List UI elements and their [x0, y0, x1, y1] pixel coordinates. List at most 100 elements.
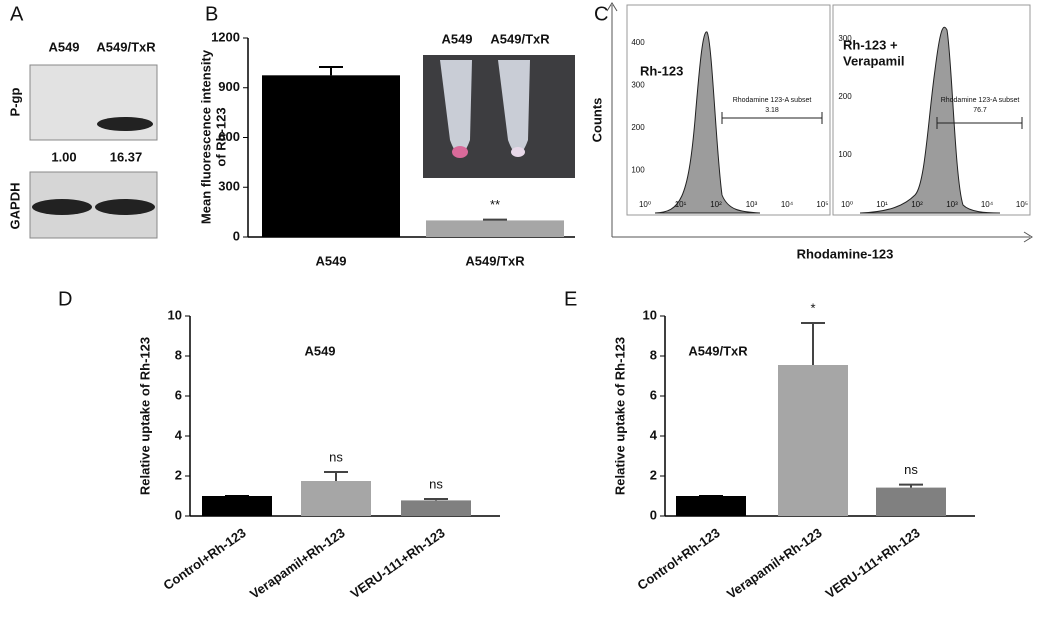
x-tick-label: Control+Rh-123: [635, 525, 723, 593]
annotation: ns: [904, 462, 918, 477]
flow-y-tick-label: 100: [631, 166, 645, 175]
y-axis-label: Relative uptake of Rh-123: [612, 337, 627, 495]
gate-value: 76.7: [973, 107, 987, 114]
flow-label: Verapamil: [843, 53, 904, 68]
bar: [202, 496, 272, 516]
bar: [778, 365, 848, 516]
chart-title: A549/TxR: [688, 343, 748, 358]
flow-x-tick-label: 10¹: [675, 200, 687, 209]
x-tick-label: Control+Rh-123: [161, 525, 249, 593]
blot-band: [95, 199, 155, 215]
y-tick-label: 1200: [211, 29, 240, 44]
flow-x-tick-label: 10³: [946, 200, 958, 209]
panel-letter: C: [594, 3, 608, 25]
y-tick-label: 10: [168, 307, 182, 322]
blot-ratio: 1.00: [51, 149, 76, 164]
panel-letter: E: [564, 288, 577, 310]
flow-x-tick-label: 10⁰: [639, 200, 651, 209]
blot-row: P-gp: [7, 88, 22, 117]
gate-value: 3.18: [765, 107, 779, 114]
flow-histogram: [654, 31, 761, 214]
annotation: **: [490, 197, 500, 212]
tube: [440, 60, 472, 154]
blot-band: [97, 117, 153, 131]
panel-letter: D: [58, 288, 72, 310]
flow-x-tick-label: 10⁴: [981, 200, 994, 209]
flow-label: Rh-123 +: [843, 37, 898, 52]
y-tick-label: 0: [175, 507, 182, 522]
tube: [498, 60, 530, 154]
bar: [426, 220, 564, 237]
panel-letter: A: [10, 3, 24, 25]
flow-histogram: [859, 26, 1001, 214]
x-tick-label: A549/TxR: [465, 253, 525, 268]
y-tick-label: 6: [650, 387, 657, 402]
y-tick-label: 900: [218, 79, 240, 94]
gate-label: Rhodamine 123-A subset: [733, 97, 812, 104]
y-tick-label: 6: [175, 387, 182, 402]
y-tick-label: 4: [175, 427, 183, 442]
bar: [401, 500, 471, 516]
flow-xlabel: Rhodamine-123: [797, 246, 894, 261]
y-axis-label: Relative uptake of Rh-123: [137, 337, 152, 495]
error-bar: [801, 322, 825, 365]
y-tick-label: 4: [650, 427, 658, 442]
tube-pellet: [452, 146, 468, 158]
flow-y-tick-label: 200: [838, 92, 852, 101]
blot-row: GAPDH: [7, 183, 22, 230]
y-axis-label: Mean fluorescence intensity: [198, 49, 213, 224]
y-tick-label: 8: [175, 347, 182, 362]
error-bar: [324, 471, 348, 481]
flow-y-tick-label: 300: [631, 81, 645, 90]
gate: [721, 112, 823, 124]
bar: [262, 75, 400, 237]
flow-axes: [606, 2, 1033, 243]
flow-x-tick-label: 10⁰: [841, 200, 853, 209]
error-bar: [319, 66, 343, 76]
y-tick-label: 8: [650, 347, 657, 362]
y-axis-label: of Rh-123: [213, 107, 228, 166]
annotation: ns: [329, 449, 343, 464]
inset-label: A549: [441, 31, 472, 46]
error-bar: [899, 483, 923, 488]
x-tick-label: A549: [315, 253, 346, 268]
blot-band: [32, 199, 92, 215]
y-tick-label: 300: [218, 179, 240, 194]
flow-x-tick-label: 10²: [710, 200, 722, 209]
flow-y-tick-label: 400: [631, 38, 645, 47]
x-tick-label: Verapamil+Rh-123: [247, 525, 348, 602]
gate: [936, 117, 1023, 129]
annotation: ns: [429, 476, 443, 491]
flow-x-tick-label: 10⁵: [816, 200, 828, 209]
bar: [876, 487, 946, 516]
y-tick-label: 0: [650, 507, 657, 522]
flow-y-tick-label: 200: [631, 123, 645, 132]
y-tick-label: 2: [650, 467, 657, 482]
flow-y-tick-label: 100: [838, 150, 852, 159]
flow-y-tick-label: 300: [838, 34, 852, 43]
error-bar: [424, 498, 448, 501]
chart-title: A549: [304, 343, 335, 358]
x-tick-label: VERU-111+Rh-123: [823, 525, 923, 601]
inset-label: A549/TxR: [490, 31, 550, 46]
blot-ratio: 16.37: [110, 149, 143, 164]
blot-column: A549: [48, 39, 79, 54]
y-tick-label: 600: [218, 129, 240, 144]
flow-x-tick-label: 10³: [746, 200, 758, 209]
flow-ylabel: Counts: [589, 98, 604, 143]
blot-column: A549/TxR: [96, 39, 156, 54]
flow-x-tick-label: 10⁴: [781, 200, 794, 209]
bar: [676, 496, 746, 516]
panel-letter: B: [205, 3, 218, 25]
x-tick-label: Verapamil+Rh-123: [724, 525, 825, 602]
y-tick-label: 0: [233, 228, 240, 243]
y-tick-label: 2: [175, 467, 182, 482]
y-tick-label: 10: [643, 307, 657, 322]
error-bar: [483, 218, 507, 221]
x-tick-label: VERU-111+Rh-123: [348, 525, 448, 601]
flow-x-tick-label: 10²: [911, 200, 923, 209]
tube-pellet: [511, 147, 525, 157]
flow-x-tick-label: 10⁵: [1016, 200, 1028, 209]
bar: [301, 481, 371, 516]
